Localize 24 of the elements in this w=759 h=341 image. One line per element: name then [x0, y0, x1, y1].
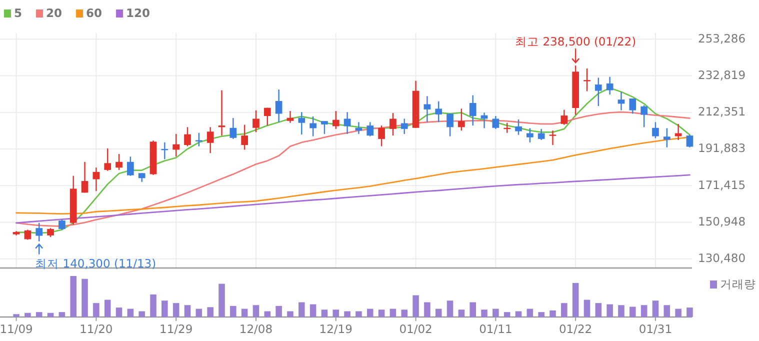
legend-label: 거래량	[720, 277, 756, 292]
y-tick-label: 171,415	[698, 178, 746, 192]
x-tick-label: 12/08	[239, 322, 273, 336]
y-tick-label: 150,948	[698, 214, 746, 228]
x-tick-label: 01/11	[479, 322, 512, 336]
x-tick-label: 01/31	[638, 322, 672, 336]
legend-label: 5	[14, 6, 22, 20]
y-tick-label: 130,480	[698, 251, 746, 266]
y-tick-label: 253,286	[698, 31, 746, 46]
legend-label: 60	[86, 6, 102, 20]
x-tick-label: 01/22	[559, 322, 592, 336]
legend-label: 20	[46, 6, 62, 20]
legend: 거래량	[710, 277, 756, 292]
y-tick-label: 191,883	[698, 141, 746, 156]
x-tick-label: 11/20	[80, 322, 113, 336]
y-tick-label: 212,351	[698, 104, 746, 119]
y-tick-label: 232,819	[698, 68, 746, 82]
x-tick-label: 11/09	[0, 322, 33, 336]
legend-label: 120	[126, 6, 150, 20]
x-tick-label: 01/02	[399, 322, 432, 336]
x-tick-label: 11/29	[160, 322, 193, 336]
annotation: 최고 238,500 (01/22)	[515, 34, 636, 49]
x-tick-label: 12/19	[319, 322, 352, 336]
annotation: 최저 140,300 (11/13)	[35, 256, 156, 270]
